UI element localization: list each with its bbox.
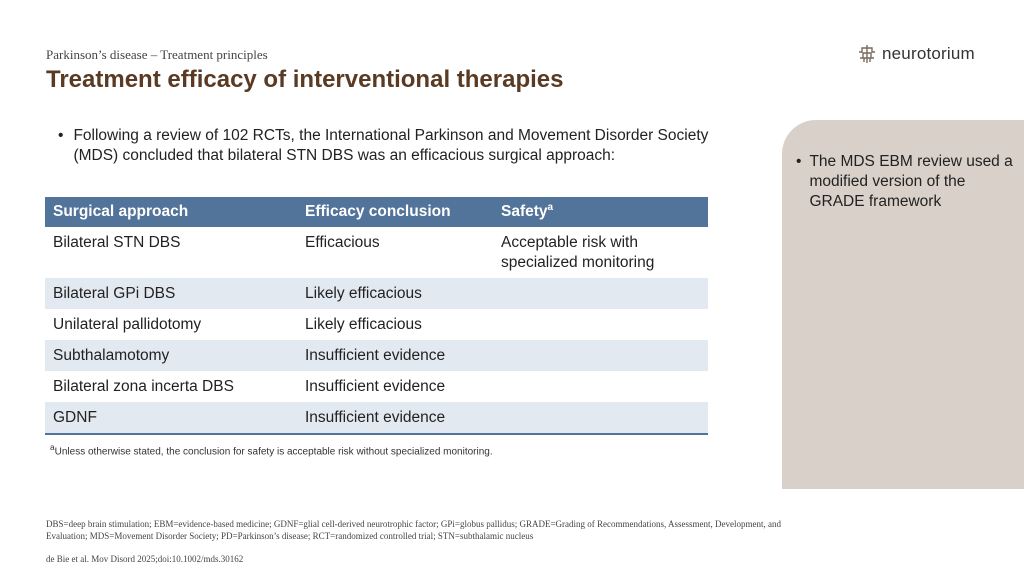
cell-safety: Acceptable risk with specialized monitor… (501, 234, 655, 271)
bullet-dot: • (58, 127, 64, 144)
cell-efficacy: Efficacious (305, 234, 380, 251)
section-eyebrow: Parkinson’s disease – Treatment principl… (46, 47, 268, 62)
table-row: Bilateral STN DBS Efficacious Acceptable… (45, 227, 708, 278)
footnote-marker: a (50, 442, 55, 452)
brand-logo: neurotorium (857, 43, 975, 65)
cell-efficacy: Likely efficacious (305, 316, 422, 333)
side-note-panel: • The MDS EBM review used a modified ver… (782, 120, 1024, 489)
cell-efficacy: Likely efficacious (297, 278, 493, 309)
table-row: GDNF Insufficient evidence (45, 402, 708, 435)
cell-approach: Unilateral pallidotomy (53, 316, 202, 333)
neurotorium-logo-icon (859, 45, 875, 63)
cell-approach: Bilateral zona incerta DBS (53, 378, 234, 395)
cell-safety (493, 340, 708, 371)
main-bullet-text: Following a review of 102 RCTs, the Inte… (73, 127, 709, 164)
cell-approach: Bilateral STN DBS (53, 234, 181, 251)
page-title: Treatment efficacy of interventional the… (46, 66, 564, 93)
header-surgical-approach: Surgical approach (45, 197, 297, 227)
table-header-row: Surgical approach Efficacy conclusion Sa… (45, 197, 708, 227)
cell-safety (493, 309, 708, 340)
cell-approach: Bilateral GPi DBS (45, 278, 297, 309)
footnote-text: Unless otherwise stated, the conclusion … (54, 446, 493, 458)
table-row: Bilateral zona incerta DBS Insufficient … (45, 371, 708, 402)
cell-safety (493, 278, 708, 309)
table-row: Subthalamotomy Insufficient evidence (45, 340, 708, 371)
cell-approach: GDNF (45, 402, 297, 435)
header-safety: Safetya (493, 197, 708, 227)
table-footnote: aUnless otherwise stated, the conclusion… (50, 442, 493, 457)
cell-efficacy: Insufficient evidence (297, 340, 493, 371)
side-note-text: The MDS EBM review used a modified versi… (809, 153, 1013, 210)
header-safety-label: Safety (501, 203, 548, 221)
cell-efficacy: Insufficient evidence (297, 402, 493, 435)
side-note-bullet: • The MDS EBM review used a modified ver… (796, 152, 1014, 212)
brand-name: neurotorium (882, 44, 975, 63)
table-row: Unilateral pallidotomy Likely efficaciou… (45, 309, 708, 340)
cell-safety (493, 371, 708, 402)
abbreviations: DBS=deep brain stimulation; EBM=evidence… (46, 519, 781, 541)
surgical-approach-table: Surgical approach Efficacy conclusion Sa… (45, 197, 708, 435)
main-bullet: • Following a review of 102 RCTs, the In… (58, 126, 718, 166)
bullet-dot: • (796, 153, 802, 170)
cell-approach: Subthalamotomy (45, 340, 297, 371)
cell-safety (493, 402, 708, 435)
header-efficacy-conclusion: Efficacy conclusion (297, 197, 493, 227)
header-safety-footnote-marker: a (547, 202, 554, 214)
reference-citation: de Bie et al. Mov Disord 2025;doi:10.100… (46, 554, 244, 564)
table-row: Bilateral GPi DBS Likely efficacious (45, 278, 708, 309)
cell-efficacy: Insufficient evidence (305, 378, 446, 395)
